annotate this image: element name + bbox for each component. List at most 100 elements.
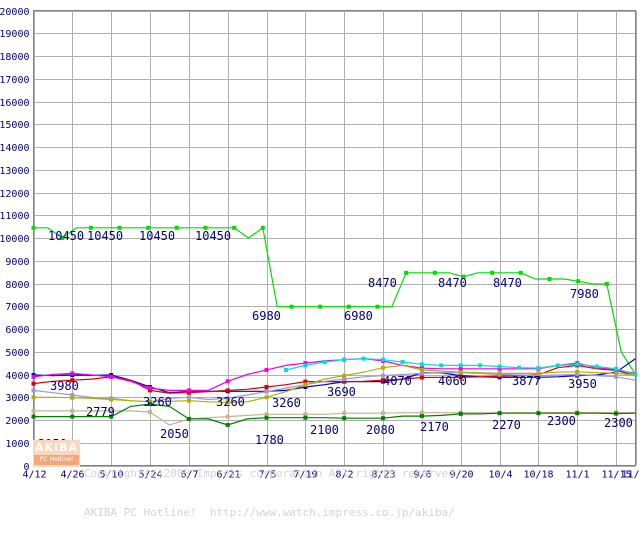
y-axis-tick-label: 15000 <box>0 120 30 131</box>
series-marker <box>186 390 191 395</box>
series-marker <box>381 365 385 370</box>
series-marker <box>70 393 75 397</box>
data-value-label: 2300 <box>604 416 633 430</box>
data-value-label: 7980 <box>570 287 599 301</box>
y-axis-tick-label: 3000 <box>5 393 29 404</box>
y-axis-tick-label: 0 <box>23 462 29 473</box>
series-marker <box>575 362 580 367</box>
series-line <box>33 364 636 403</box>
data-value-label: 3260 <box>216 395 245 409</box>
data-value-label: 2779 <box>86 405 115 419</box>
series-marker <box>303 382 308 387</box>
x-axis-tick-label: 11/15 <box>601 470 631 481</box>
y-axis-tick-label: 1000 <box>5 439 29 450</box>
data-value-label: 2050 <box>160 427 189 441</box>
y-axis-tick-label: 11000 <box>0 211 30 222</box>
series-marker <box>303 379 308 384</box>
x-axis-tick-label: 10/4 <box>488 470 512 481</box>
x-axis-tick-label: 6/21 <box>216 470 240 481</box>
data-value-label: 8470 <box>438 276 467 290</box>
series-marker <box>318 304 323 309</box>
series-marker <box>264 367 269 372</box>
series-marker <box>31 225 36 230</box>
series-marker <box>547 277 552 281</box>
data-value-label: 10450 <box>48 229 84 243</box>
logo-line-1: AKIBA <box>34 441 79 454</box>
series-series-green-bright <box>31 225 638 377</box>
series-marker <box>186 416 191 421</box>
series-marker <box>289 304 294 309</box>
y-axis-tick-label: 7000 <box>5 302 29 313</box>
series-marker <box>148 410 152 414</box>
series-marker <box>439 363 444 368</box>
series-marker <box>497 366 502 371</box>
series-marker <box>461 274 466 279</box>
series-marker <box>419 414 424 419</box>
series-marker <box>458 366 463 371</box>
series-marker <box>186 388 191 393</box>
data-value-label: 1780 <box>255 433 284 447</box>
series-marker <box>497 364 502 369</box>
series-marker <box>303 361 308 366</box>
series-marker <box>381 411 385 416</box>
series-marker <box>109 408 114 413</box>
x-axis-tick-label: 9/6 <box>413 470 431 481</box>
y-axis-tick-label: 4000 <box>5 371 29 382</box>
series-marker <box>404 270 409 275</box>
series-marker <box>109 374 114 379</box>
series-marker <box>458 363 463 368</box>
series-marker <box>303 412 308 417</box>
x-axis-tick-label: 11/22 <box>621 470 640 481</box>
x-axis-tick-label: 9/20 <box>449 470 473 481</box>
series-marker <box>148 399 152 404</box>
series-marker <box>342 357 347 362</box>
series-marker <box>303 415 308 420</box>
series-marker <box>497 411 502 416</box>
series-marker <box>303 363 308 368</box>
series-marker <box>555 363 560 368</box>
series-marker <box>31 388 36 393</box>
data-value-label: 2100 <box>310 423 339 437</box>
data-value-label: 3690 <box>327 385 356 399</box>
series-marker <box>31 395 36 400</box>
series-marker <box>260 225 265 230</box>
series-marker <box>536 411 541 416</box>
series-marker <box>614 411 619 416</box>
series-marker <box>419 375 424 380</box>
x-axis-tick-label: 4/12 <box>22 470 46 481</box>
series-marker <box>419 362 424 367</box>
series-marker <box>518 270 523 275</box>
price-history-line-chart: 0 1000 2000 3000 4000 5000 6000 7000 8000 9000 100… <box>0 7 640 481</box>
series-marker <box>31 408 36 413</box>
series-marker <box>458 375 463 380</box>
series-marker <box>604 282 609 286</box>
series-marker <box>70 414 75 419</box>
data-value-label: 4070 <box>383 374 412 388</box>
series-marker <box>186 395 191 400</box>
series-marker <box>264 395 269 400</box>
series-marker <box>225 388 230 393</box>
series-marker <box>31 414 36 419</box>
series-marker <box>70 395 75 400</box>
y-axis-tick-label: 20000 <box>0 7 30 18</box>
series-marker <box>60 236 65 240</box>
y-axis-tick-label: 10000 <box>0 234 30 245</box>
series-marker <box>303 385 308 389</box>
series-marker <box>31 381 36 386</box>
series-marker <box>375 304 380 309</box>
series-marker <box>419 410 424 415</box>
series-marker <box>381 378 385 383</box>
data-value-label: 2170 <box>420 420 449 434</box>
x-axis-tick-label: 7/5 <box>258 470 276 481</box>
series-marker <box>264 385 269 389</box>
data-value-label: 6980 <box>344 309 373 323</box>
copyright-line-1: Copyright(c)2003 Impress corporation All… <box>84 467 462 480</box>
y-axis-tick-label: 14000 <box>0 143 30 154</box>
data-value-label: 3950 <box>568 377 597 391</box>
series-marker <box>203 225 208 230</box>
chart-page: 0 1000 2000 3000 4000 5000 6000 7000 8000 9000 100… <box>0 7 640 519</box>
series-marker <box>109 414 114 419</box>
copyright-line-2: AKIBA PC Hotline! http://www.watch.impre… <box>84 506 455 519</box>
series-marker <box>264 412 269 417</box>
series-marker <box>174 225 179 230</box>
